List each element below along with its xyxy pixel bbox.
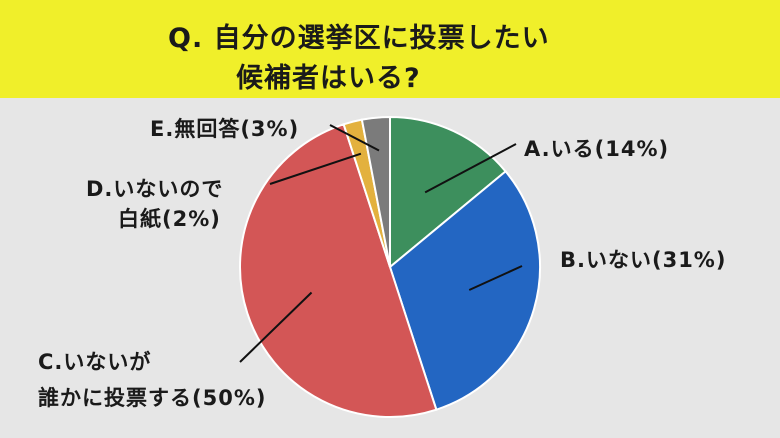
slice-label-a: A.いる(14%) [524, 137, 670, 161]
leader-line-a [424, 143, 517, 194]
pie-slice-b [388, 169, 541, 411]
slice-label-b: B.いない(31%) [560, 248, 727, 272]
slice-label-e: E.無回答(3%) [150, 117, 300, 141]
leader-line-d [269, 152, 362, 185]
chart-title-line-2: 候補者はいる? [236, 63, 421, 94]
leader-line-b [468, 265, 523, 291]
pie-slice-e [360, 115, 391, 268]
pie-slice-a [389, 115, 507, 270]
pie-slice-c [239, 123, 438, 418]
title-banner: Q. 自分の選挙区に投票したい 候補者はいる? [0, 0, 780, 98]
chart-title-line-1: Q. 自分の選挙区に投票したい [168, 23, 550, 54]
leader-line-e [329, 124, 380, 152]
slice-label-c: C.いないが 誰かに投票する(50%) [38, 350, 267, 410]
leader-line-c [239, 291, 313, 363]
slice-label-d: D.いないので 白紙(2%) [86, 177, 224, 231]
